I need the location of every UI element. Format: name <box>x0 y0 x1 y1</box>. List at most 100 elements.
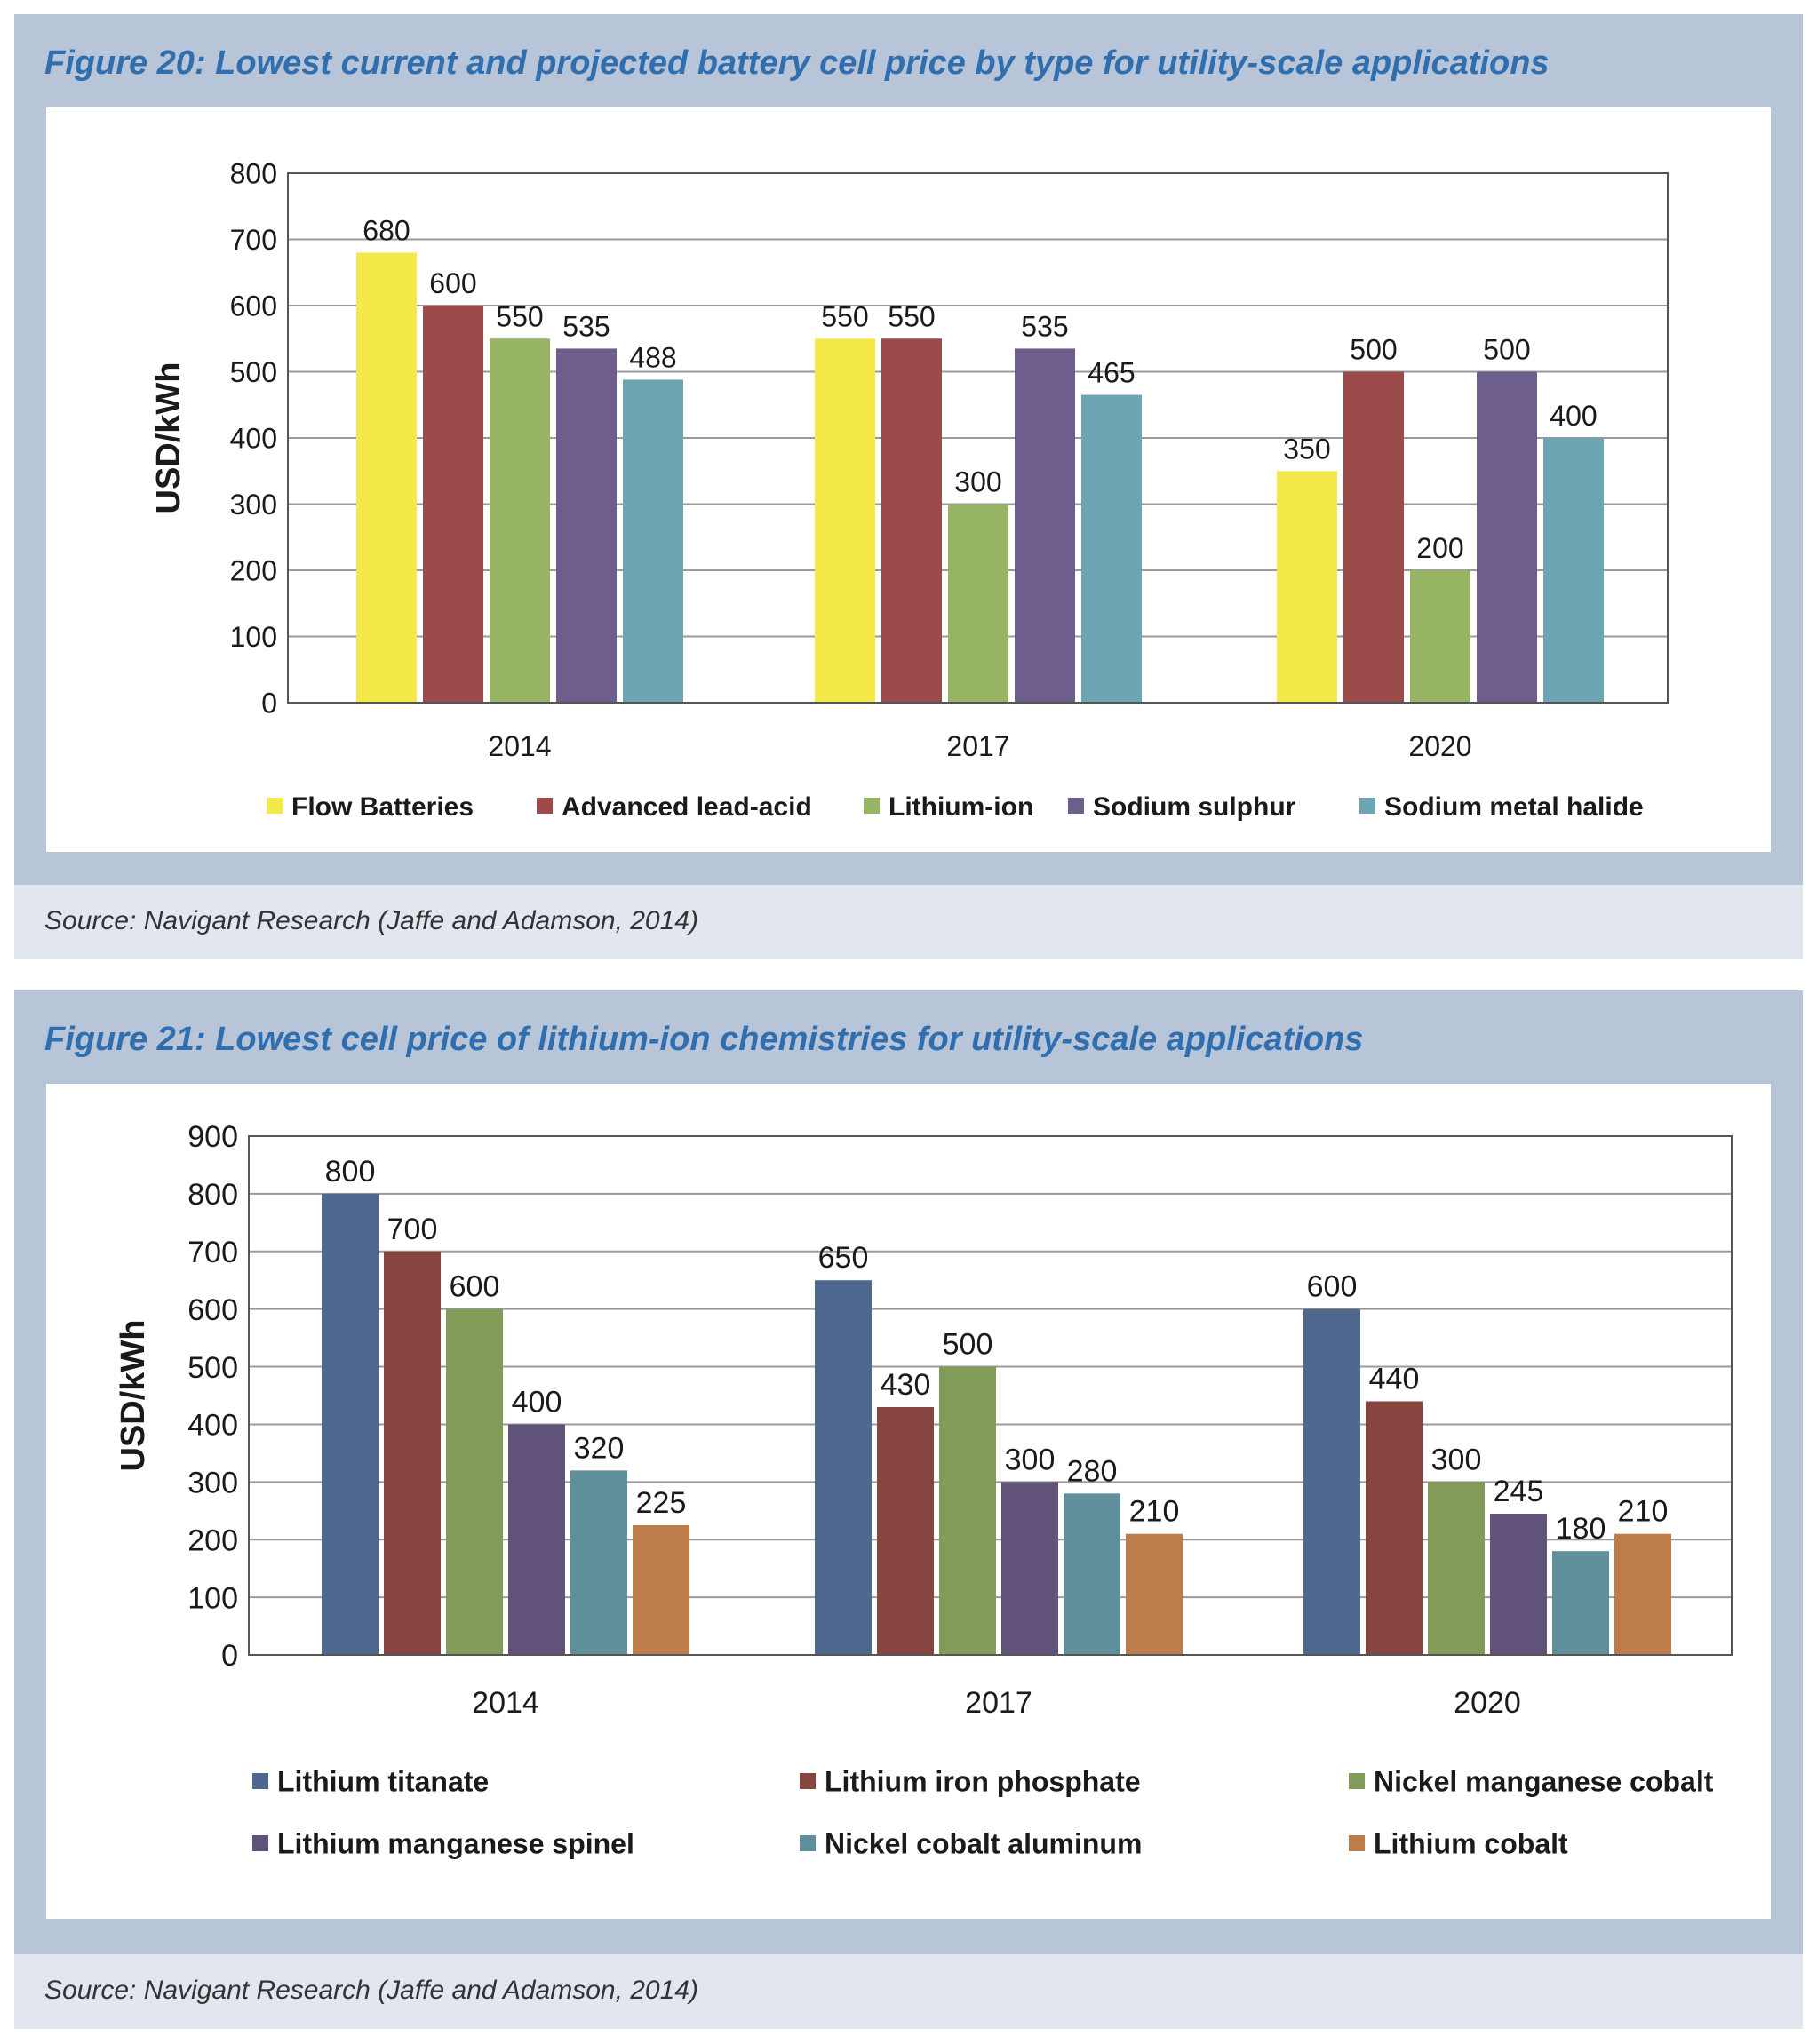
chart1-y-tick-label: 300 <box>187 1467 238 1500</box>
chart1-y-axis-label: USD/kWh <box>115 1320 152 1472</box>
chart0-data-label: 465 <box>1088 357 1135 389</box>
chart1-legend-label: Nickel cobalt aluminum <box>825 1828 1142 1860</box>
chart1-bar <box>570 1470 627 1655</box>
chart1-legend-swatch <box>1349 1773 1365 1789</box>
chart1-data-label: 180 <box>1556 1512 1606 1546</box>
chart1-legend-label: Lithium iron phosphate <box>825 1766 1141 1798</box>
chart1-bar <box>939 1366 996 1655</box>
chart1-bar <box>384 1251 441 1655</box>
chart0-bar <box>1081 394 1142 703</box>
chart0-y-tick-label: 600 <box>230 290 277 322</box>
chart0-bar <box>356 252 417 703</box>
chart1-legend-label: Lithium cobalt <box>1374 1828 1568 1860</box>
figure-21-chart-box: 0 100 200 300 400 500 600 700 800 900 800 650 600 700… <box>46 1084 1771 1919</box>
chart1-data-label: 430 <box>881 1368 931 1402</box>
chart1-data-label: 500 <box>943 1328 993 1362</box>
chart1-data-label: 700 <box>387 1213 438 1246</box>
chart0-bar <box>1015 348 1075 703</box>
figure-20-chart-box: 0 100 200 300 400 500 600 700 800 680 550 350 600 550… <box>46 107 1771 852</box>
chart1-bar <box>877 1406 934 1655</box>
chart0-legend-swatch <box>864 798 880 814</box>
chart1-data-label: 280 <box>1067 1454 1118 1488</box>
chart1-y-tick-label: 0 <box>221 1639 238 1673</box>
chart0-bar <box>881 338 942 703</box>
chart1-legend-swatch <box>252 1773 268 1789</box>
chart1-legend-label: Nickel manganese cobalt <box>1374 1766 1714 1798</box>
figure-21-panel: Figure 21: Lowest cell price of lithium-… <box>14 990 1803 1976</box>
chart1-x-tick-label: 2017 <box>965 1686 1032 1720</box>
figure-21-source: Source: Navigant Research (Jaffe and Ada… <box>44 1976 698 2005</box>
chart0-data-label: 488 <box>629 341 676 373</box>
chart1-data-label: 320 <box>574 1431 625 1465</box>
chart1-legend-swatch <box>1349 1835 1365 1851</box>
chart0-x-tick-label: 2014 <box>488 730 551 762</box>
chart0-y-tick-label: 100 <box>230 621 277 653</box>
chart0-data-label: 500 <box>1483 334 1530 366</box>
chart1-bar <box>1001 1482 1058 1655</box>
chart1-y-tick-label: 600 <box>187 1293 238 1327</box>
chart1-data-label: 600 <box>1307 1270 1358 1304</box>
chart0-x-tick-label: 2017 <box>946 730 1009 762</box>
chart1-bar <box>1552 1551 1609 1655</box>
chart0-bar <box>815 338 875 703</box>
chart1-bar <box>815 1280 872 1655</box>
chart1-bar <box>508 1424 565 1655</box>
chart0-bar <box>623 379 683 703</box>
chart0-bar <box>948 504 1008 703</box>
chart0-legend-swatch <box>267 798 283 814</box>
figure-20-source: Source: Navigant Research (Jaffe and Ada… <box>44 906 698 935</box>
chart0-plot-frame <box>287 172 1669 704</box>
chart1-bar <box>1428 1482 1485 1655</box>
chart0-legend-label: Advanced lead-acid <box>562 792 812 822</box>
chart0-bar <box>1343 371 1404 703</box>
chart1-data-label: 440 <box>1369 1362 1420 1396</box>
chart1-y-tick-label: 900 <box>187 1120 238 1154</box>
chart0-legend-swatch <box>1359 798 1375 814</box>
figure-21-chart: 0 100 200 300 400 500 600 700 800 900 800 650 600 700… <box>115 1120 1733 1860</box>
figure-20-chart: 0 100 200 300 400 500 600 700 800 680 550 350 600 550… <box>150 158 1669 822</box>
chart1-y-tick-label: 800 <box>187 1178 238 1212</box>
chart1-legend-swatch <box>252 1835 268 1851</box>
chart0-data-label: 680 <box>363 214 410 246</box>
chart0-y-tick-label: 500 <box>230 356 277 388</box>
chart1-data-label: 300 <box>1005 1443 1056 1476</box>
chart1-data-label: 600 <box>450 1270 500 1304</box>
figure-20-title: Figure 20: Lowest current and projected … <box>44 44 1550 82</box>
chart0-data-label: 200 <box>1416 532 1463 564</box>
chart1-data-label: 800 <box>325 1155 376 1189</box>
chart0-bar <box>1277 471 1337 703</box>
chart0-legend-label: Flow Batteries <box>291 792 474 822</box>
chart1-y-tick-label: 500 <box>187 1351 238 1385</box>
chart0-y-tick-label: 800 <box>230 158 277 190</box>
chart1-bar <box>322 1193 379 1655</box>
chart0-bar <box>423 306 483 703</box>
chart1-legend-label: Lithium titanate <box>277 1766 489 1798</box>
chart1-x-tick-label: 2020 <box>1454 1686 1521 1720</box>
chart1-bar <box>1126 1533 1183 1655</box>
chart1-y-tick-label: 100 <box>187 1581 238 1615</box>
figure-21-title: Figure 21: Lowest cell price of lithium-… <box>44 1021 1364 1058</box>
chart0-bar <box>1477 371 1537 703</box>
chart1-data-label: 245 <box>1494 1475 1544 1508</box>
chart1-bar <box>633 1525 689 1655</box>
chart0-data-label: 535 <box>562 310 610 342</box>
chart0-data-label: 550 <box>496 300 543 332</box>
chart0-y-tick-label: 200 <box>230 555 277 587</box>
chart0-bar <box>556 348 617 703</box>
figure-21-source-bar: Source: Navigant Research (Jaffe and Ada… <box>14 1954 1803 2029</box>
chart1-bar <box>446 1308 503 1655</box>
chart0-y-tick-label: 300 <box>230 489 277 521</box>
chart1-data-label: 210 <box>1618 1495 1669 1529</box>
chart0-bar <box>1410 570 1470 703</box>
chart1-bar <box>1064 1493 1120 1655</box>
chart1-y-tick-label: 700 <box>187 1236 238 1269</box>
chart1-data-label: 300 <box>1431 1443 1482 1476</box>
chart1-bar <box>1614 1533 1671 1655</box>
chart0-data-label: 600 <box>429 267 476 299</box>
chart0-y-axis-label: USD/kWh <box>150 362 187 514</box>
chart1-legend-swatch <box>800 1773 816 1789</box>
chart0-x-tick-label: 2020 <box>1408 730 1471 762</box>
chart0-data-label: 400 <box>1550 400 1597 432</box>
chart0-y-tick-label: 400 <box>230 423 277 455</box>
figure-20-panel: Figure 20: Lowest current and projected … <box>14 14 1803 903</box>
